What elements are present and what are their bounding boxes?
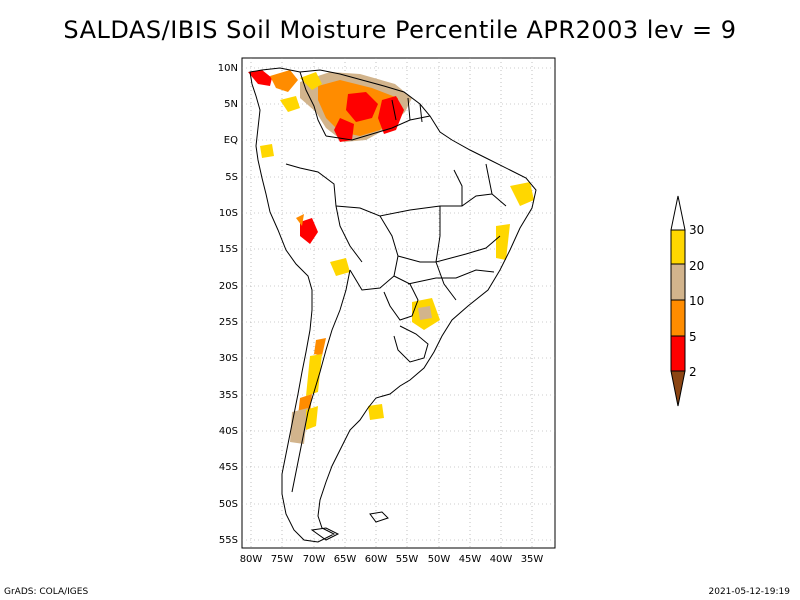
grid-lines [242,58,555,548]
map-frame [241,57,556,549]
lat-label: EQ [224,135,238,146]
border-uruguay [393,325,429,363]
colorbar-label: 30 [689,223,704,237]
footer-timestamp: 2021-05-12-19:19 [708,587,791,597]
lat-label: 5N [224,99,238,110]
shade-coast-yellow [496,224,510,260]
shade-ecuador-yellow [260,144,274,158]
border-argentina-north [291,269,351,493]
lon-label: 50W [428,554,451,565]
colorbar-labels: 30 20 10 5 2 [689,223,704,379]
percentile-shading [248,70,534,444]
shade-colombia-red [248,70,272,86]
shade-patagonia-yellow [306,406,318,430]
shade-colombia-orange [270,70,298,92]
lat-label: 40S [219,426,238,437]
lat-label: 45S [219,462,238,473]
lon-label: 65W [334,554,357,565]
falklands [369,511,389,523]
border-brazil-states-4 [453,163,507,207]
shade-chile-orange [314,338,326,356]
border-bolivia [335,205,399,291]
lat-label: 20S [219,281,238,292]
colorbar-label: 10 [689,294,704,308]
lat-label: 55S [219,535,238,546]
shade-north-red-3 [334,118,354,142]
footer-credit: GrADS: COLA/IGES [4,587,89,597]
border-colombia-venezuela [299,71,327,137]
colorbar-bottom-triangle [670,370,686,407]
colorbar-segment-5 [670,335,686,372]
lon-label: 75W [271,554,294,565]
shade-north-red-1 [346,92,378,122]
lon-label: 55W [396,554,419,565]
shade-argentina-yellow [368,404,384,420]
shade-north-red-2 [378,96,404,134]
shade-colombia-yellow [280,96,300,112]
colorbar-top-triangle [670,195,686,231]
lat-label: 25S [219,317,238,328]
lat-label: 30S [219,353,238,364]
lat-label: 15S [219,244,238,255]
lon-label: 35W [521,554,544,565]
colorbar-segment-30 [670,229,686,265]
lon-label: 80W [240,554,263,565]
shade-south-brazil-tan [418,306,432,320]
border-brazil-states-1 [379,193,493,217]
shade-chile-yellow [306,354,322,396]
border-brazil-states-3 [397,235,501,263]
colorbar-label: 2 [689,365,697,379]
lon-label: 40W [490,554,513,565]
colorbar-label: 20 [689,259,704,273]
shade-peru-orange [296,214,304,226]
colorbar-segment-20 [670,263,686,301]
shade-bolivia-yellow [330,258,350,276]
lon-label: 70W [303,554,326,565]
shade-peru-red [300,218,318,244]
colorbar-label: 5 [689,330,697,344]
border-guianas [391,97,423,123]
shade-north-yellow [300,72,322,90]
border-amazon-north [325,115,431,141]
lat-label: 10N [218,63,238,74]
border-peru-brazil [285,163,363,263]
colorbar [670,195,686,407]
border-brazil-states-5 [407,269,495,285]
lon-label: 45W [459,554,482,565]
lat-label: 10S [219,208,238,219]
lat-label: 50S [219,499,238,510]
coastlines-and-borders [249,67,537,543]
longitude-labels: 80W 75W 70W 65W 60W 55W 50W 45W 40W 35W [240,554,544,565]
colorbar-segment-10 [670,299,686,337]
shade-northeast-yellow [510,182,534,206]
map-title: SALDAS/IBIS Soil Moisture Percentile APR… [63,16,737,44]
tierra-del-fuego [310,527,340,541]
latitude-labels: 10N 5N EQ 5S 10S 15S 20S 25S 30S 35S 40S… [218,63,238,546]
lat-label: 5S [225,172,238,183]
south-america-coastline [249,67,537,543]
lat-label: 35S [219,390,238,401]
lon-label: 60W [365,554,388,565]
